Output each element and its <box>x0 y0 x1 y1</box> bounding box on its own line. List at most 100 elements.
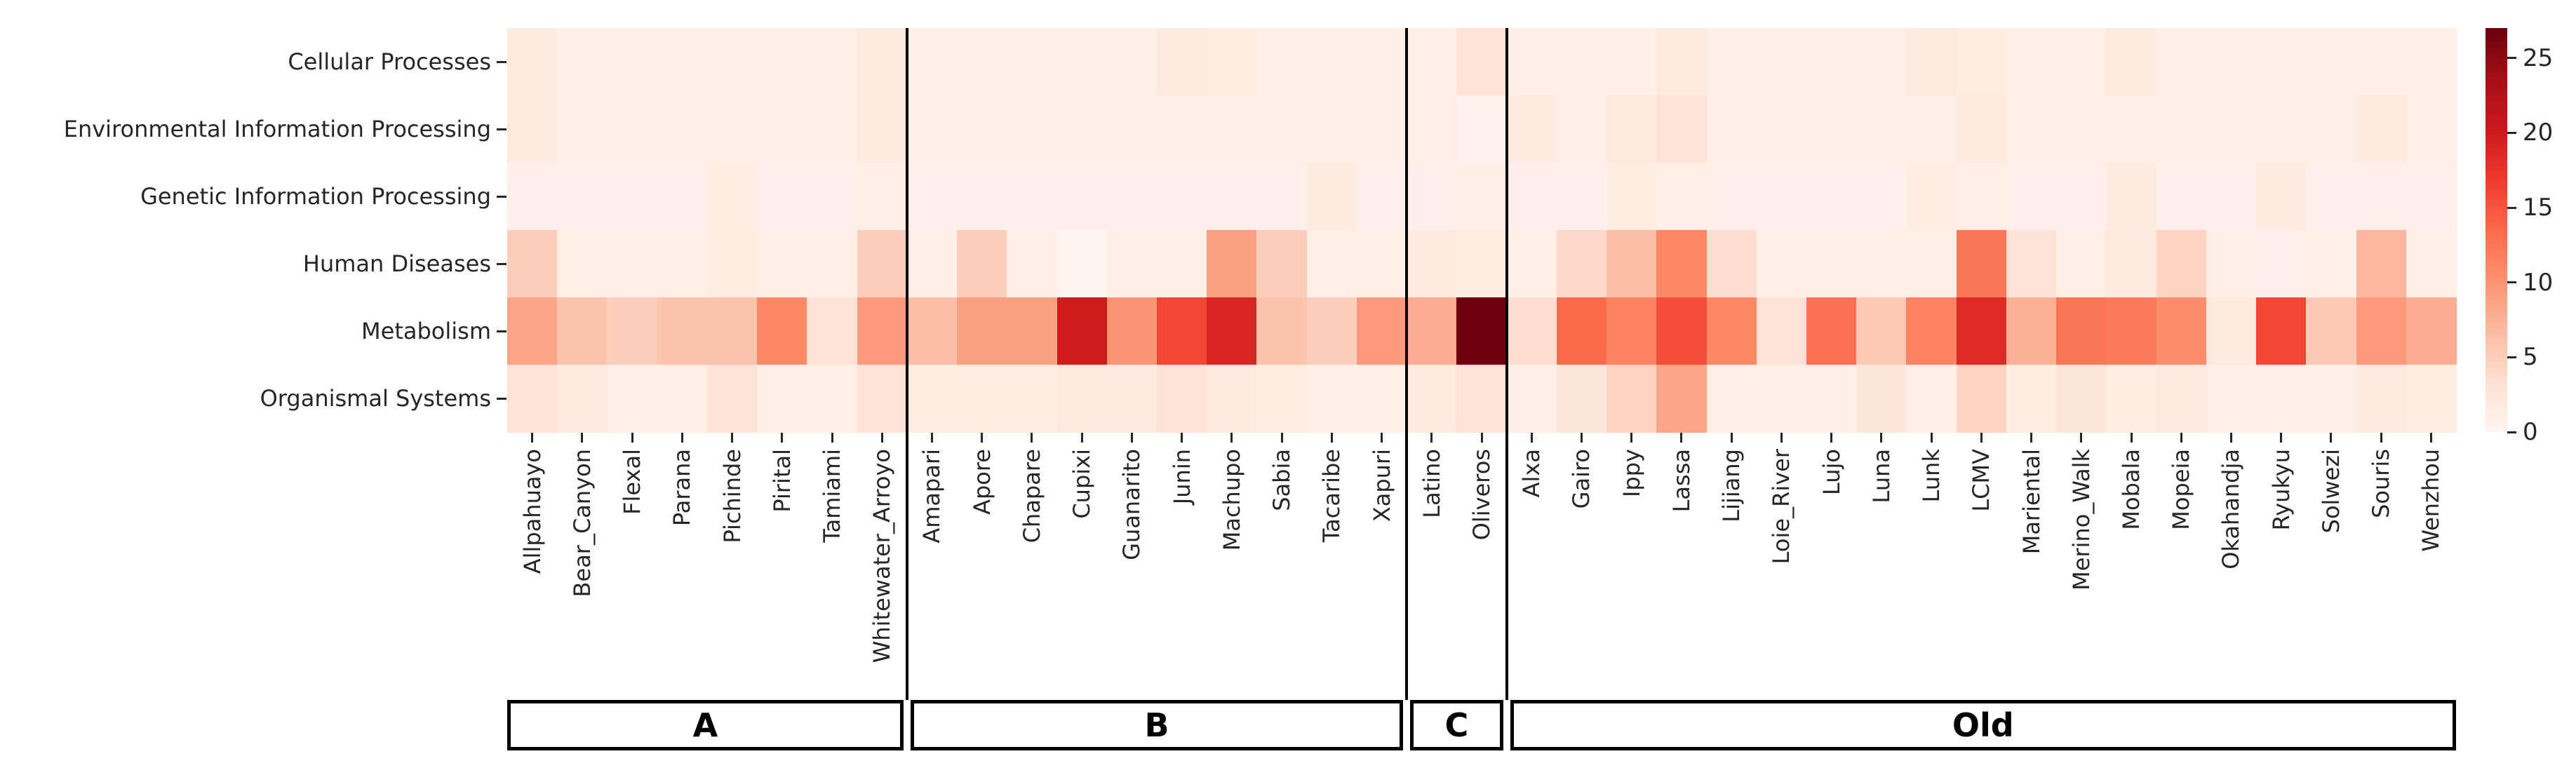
x-tick-label: Souris <box>2368 449 2395 518</box>
x-tick-mark <box>1880 433 1883 443</box>
heatmap-cell <box>657 28 708 96</box>
heatmap-cell <box>807 230 858 298</box>
heatmap-cell <box>857 297 908 365</box>
heatmap-cell <box>507 95 558 163</box>
heatmap-cell <box>2206 163 2257 231</box>
x-tick-mark <box>1680 433 1683 443</box>
heatmap-cell <box>1806 230 1857 298</box>
heatmap-cell <box>2006 297 2057 365</box>
x-tick-mark <box>1830 433 1833 443</box>
colorbar-tick-mark <box>2507 281 2516 284</box>
heatmap-cell <box>1106 365 1158 433</box>
heatmap-cell <box>1007 365 1058 433</box>
heatmap-cell <box>1407 28 1457 96</box>
heatmap-cell <box>1356 95 1407 163</box>
heatmap-cell <box>1106 163 1158 231</box>
heatmap-cell <box>2206 365 2257 433</box>
heatmap-cell <box>1506 28 1557 96</box>
heatmap-cell <box>2106 28 2157 96</box>
x-tick-mark <box>1280 433 1283 443</box>
x-tick-mark <box>2429 433 2432 443</box>
heatmap-cell <box>1756 297 1807 365</box>
heatmap-cell <box>906 230 958 298</box>
heatmap-cell <box>2056 230 2107 298</box>
x-tick-mark <box>1730 433 1733 443</box>
heatmap-cell <box>807 365 858 433</box>
heatmap-cell <box>1806 297 1857 365</box>
heatmap-cell <box>1606 95 1657 163</box>
colorbar-tick-mark <box>2507 57 2516 60</box>
heatmap-cell <box>1806 95 1857 163</box>
x-tick-label: Guanarito <box>1118 449 1146 560</box>
heatmap-cell <box>2356 365 2407 433</box>
colorbar-tick-label: 25 <box>2523 43 2554 72</box>
heatmap-cell <box>2406 365 2457 433</box>
heatmap-cell <box>2056 163 2107 231</box>
heatmap-cell <box>1506 297 1557 365</box>
heatmap-cell <box>857 230 908 298</box>
heatmap-cell <box>2406 297 2457 365</box>
heatmap-cell <box>1956 297 2007 365</box>
heatmap-cell <box>1656 297 1708 365</box>
x-tick-mark <box>1530 433 1533 443</box>
x-tick-label: Cupixi <box>1068 449 1096 519</box>
heatmap-cell <box>2156 230 2207 298</box>
heatmap-cell <box>1256 365 1308 433</box>
heatmap-cell <box>1806 28 1857 96</box>
heatmap-cell <box>2106 95 2157 163</box>
heatmap-cell <box>2206 297 2257 365</box>
heatmap-cell <box>1956 95 2007 163</box>
heatmap-cell <box>1556 297 1607 365</box>
x-tick-mark <box>1580 433 1583 443</box>
x-tick-label: Loie_River <box>1768 449 1795 565</box>
heatmap-cell <box>1306 163 1357 231</box>
heatmap-cell <box>1456 95 1508 163</box>
colorbar-tick-mark <box>2507 431 2516 433</box>
heatmap-cell <box>2356 230 2407 298</box>
colorbar-tick-mark <box>2507 356 2516 358</box>
x-tick-label: Solwezi <box>2317 449 2344 534</box>
heatmap-cell <box>1556 28 1607 96</box>
heatmap-cell <box>1506 95 1557 163</box>
heatmap-cell <box>1806 365 1857 433</box>
heatmap-cell <box>1906 163 1957 231</box>
heatmap-cell <box>1756 163 1807 231</box>
heatmap-cell <box>857 365 908 433</box>
heatmap-cell <box>706 95 758 163</box>
heatmap-cell <box>1157 95 1207 163</box>
heatmap-cell <box>706 230 758 298</box>
heatmap-cell <box>607 163 658 231</box>
y-tick-mark <box>497 330 507 332</box>
heatmap-cell <box>957 95 1007 163</box>
heatmap-cell <box>1956 230 2007 298</box>
x-tick-label: Pirital <box>768 449 796 513</box>
heatmap-cell <box>2306 163 2357 231</box>
heatmap-cell <box>757 28 807 96</box>
heatmap-cell <box>1056 95 1108 163</box>
heatmap-cell <box>1956 163 2007 231</box>
heatmap-cell <box>1756 28 1807 96</box>
heatmap-cell <box>1207 297 1258 365</box>
x-tick-mark <box>1181 433 1183 443</box>
heatmap-cell <box>2006 365 2057 433</box>
x-tick-label: Oliveros <box>1468 449 1495 541</box>
heatmap-cell <box>906 297 958 365</box>
heatmap-cell <box>2156 297 2207 365</box>
heatmap-cell <box>1606 297 1657 365</box>
y-tick-label: Metabolism <box>361 318 491 344</box>
x-tick-mark <box>1480 433 1483 443</box>
heatmap-cell <box>1906 365 1957 433</box>
heatmap-cell <box>1407 163 1457 231</box>
heatmap-cell <box>1856 95 1907 163</box>
heatmap-cell <box>1007 230 1058 298</box>
heatmap-cell <box>1556 230 1607 298</box>
heatmap-cell <box>1256 163 1308 231</box>
y-tick-label: Genetic Information Processing <box>140 183 491 210</box>
group-label: B <box>1144 706 1169 744</box>
heatmap-cell <box>1706 297 1757 365</box>
x-tick-label: Okahandja <box>2218 449 2245 570</box>
heatmap-cell <box>1207 28 1258 96</box>
heatmap-cell <box>1207 230 1258 298</box>
x-tick-mark <box>1780 433 1783 443</box>
heatmap-cell <box>557 95 608 163</box>
